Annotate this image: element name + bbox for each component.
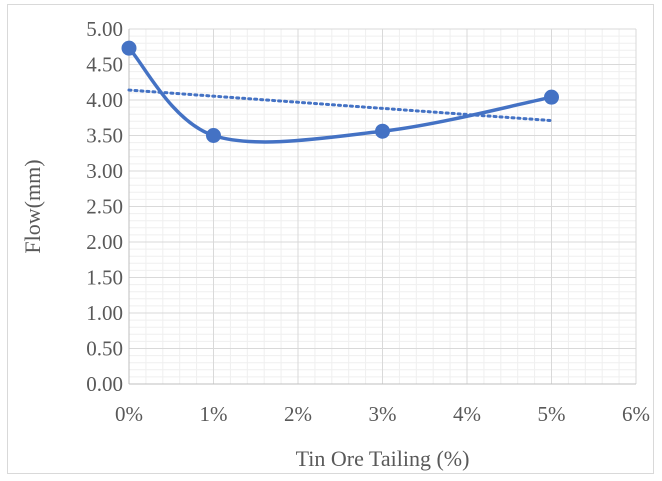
- x-tick-label: 4%: [453, 402, 481, 426]
- data-point-marker: [544, 89, 559, 105]
- series-line: [127, 46, 554, 144]
- trendline-line: [127, 88, 553, 123]
- x-tick-label: 2%: [284, 402, 312, 426]
- major-gridlines: [129, 28, 637, 384]
- y-tick-label: 2.00: [86, 230, 123, 254]
- data-point-marker: [206, 128, 221, 143]
- x-tick-label: 3%: [369, 402, 397, 426]
- y-axis-title: Flow(mm): [20, 159, 45, 253]
- data-point-marker: [375, 123, 390, 139]
- x-axis-title: Tin Ore Tailing (%): [296, 446, 470, 471]
- trendline: [127, 88, 553, 123]
- x-tick-labels: 0% 1% 2% 3% 4% 5% 6%: [115, 402, 650, 426]
- y-tick-label: 0.00: [86, 372, 123, 396]
- y-tick-label: 3.50: [86, 124, 123, 148]
- y-tick-labels: 0.00 0.50 1.00 1.50 2.00 2.50 3.00 3.50 4.00 4.50…: [86, 17, 123, 396]
- y-tick-label: 2.50: [86, 195, 123, 219]
- series-flow: [121, 40, 559, 144]
- flow-chart: 0.00 0.50 1.00 1.50 2.00 2.50 3.00 3.50 4.00 4.50…: [20, 17, 650, 471]
- data-point-marker: [121, 40, 137, 56]
- x-tick-label: 1%: [200, 402, 228, 426]
- x-tick-label: 0%: [115, 402, 143, 426]
- chart-frame: 0.00 0.50 1.00 1.50 2.00 2.50 3.00 3.50 4.00 4.50…: [7, 4, 654, 474]
- y-tick-label: 4.00: [86, 88, 123, 112]
- y-tick-label: 0.50: [86, 337, 123, 361]
- y-tick-label: 5.00: [86, 17, 123, 41]
- axes: [128, 29, 636, 385]
- y-tick-label: 3.00: [86, 159, 123, 183]
- y-tick-label: 1.00: [86, 301, 123, 325]
- y-tick-label: 4.50: [86, 53, 123, 77]
- x-tick-label: 6%: [622, 402, 650, 426]
- y-tick-label: 1.50: [86, 266, 123, 290]
- x-tick-label: 5%: [538, 402, 566, 426]
